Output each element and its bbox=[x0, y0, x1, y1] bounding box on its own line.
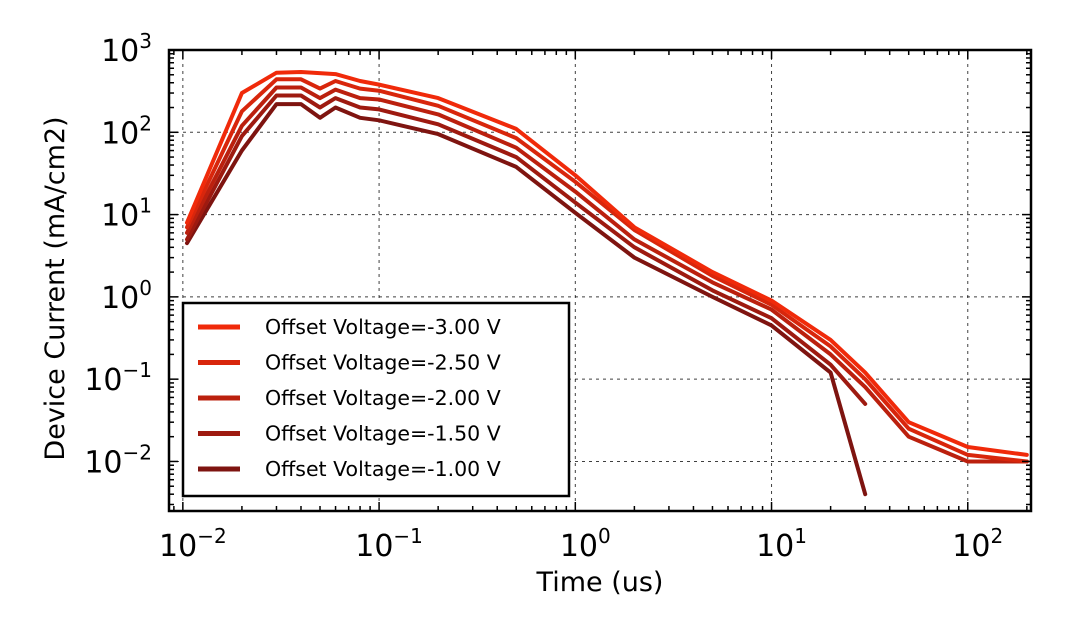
legend-box bbox=[181, 301, 571, 498]
plot-frame bbox=[167, 48, 1033, 513]
y-tick-label: 101 bbox=[101, 194, 152, 234]
x-tick-label: 100 bbox=[560, 524, 611, 564]
x-tick-label: 10−2 bbox=[159, 524, 227, 564]
x-tick-label: 101 bbox=[756, 524, 807, 564]
y-tick-label: 102 bbox=[101, 111, 152, 151]
legend-label: Offset Voltage=-1.50 V bbox=[265, 422, 501, 446]
series-line bbox=[185, 93, 868, 406]
legend-item: Offset Voltage=-2.50 V bbox=[198, 351, 501, 375]
y-tick-label: 103 bbox=[101, 29, 152, 69]
legend-label: Offset Voltage=-3.00 V bbox=[265, 315, 501, 339]
legend-label: Offset Voltage=-2.00 V bbox=[265, 386, 501, 410]
y-tick-label: 100 bbox=[101, 276, 152, 316]
legend-item: Offset Voltage=-1.00 V bbox=[198, 457, 501, 481]
legend-item: Offset Voltage=-3.00 V bbox=[198, 315, 501, 339]
legend-label: Offset Voltage=-1.00 V bbox=[265, 457, 501, 481]
ticks bbox=[169, 49, 1031, 511]
y-tick-label: 10−2 bbox=[84, 440, 152, 480]
legend-item: Offset Voltage=-2.00 V bbox=[198, 386, 501, 410]
x-tick-label: 102 bbox=[952, 524, 1003, 564]
legend-label: Offset Voltage=-2.50 V bbox=[265, 351, 501, 375]
x-axis-title: Time (us) bbox=[536, 567, 664, 598]
y-tick-labels: 10−2 10−1 100 101 102 103 bbox=[84, 29, 152, 480]
series-line bbox=[185, 102, 868, 497]
series-line bbox=[185, 77, 1029, 464]
series-line bbox=[185, 70, 1029, 457]
y-tick-label: 10−1 bbox=[84, 358, 152, 398]
series-line bbox=[185, 85, 1029, 464]
legend-item: Offset Voltage=-1.50 V bbox=[198, 422, 501, 446]
series-layer bbox=[185, 70, 1029, 497]
x-tick-labels: 10−2 10−1 100 101 102 bbox=[159, 524, 1003, 564]
legend: Offset Voltage=-3.00 V Offset Voltage=-2.… bbox=[181, 301, 571, 498]
x-tick-label: 10−1 bbox=[355, 524, 423, 564]
y-axis-title: Device Current (mA/cm2) bbox=[40, 116, 71, 460]
